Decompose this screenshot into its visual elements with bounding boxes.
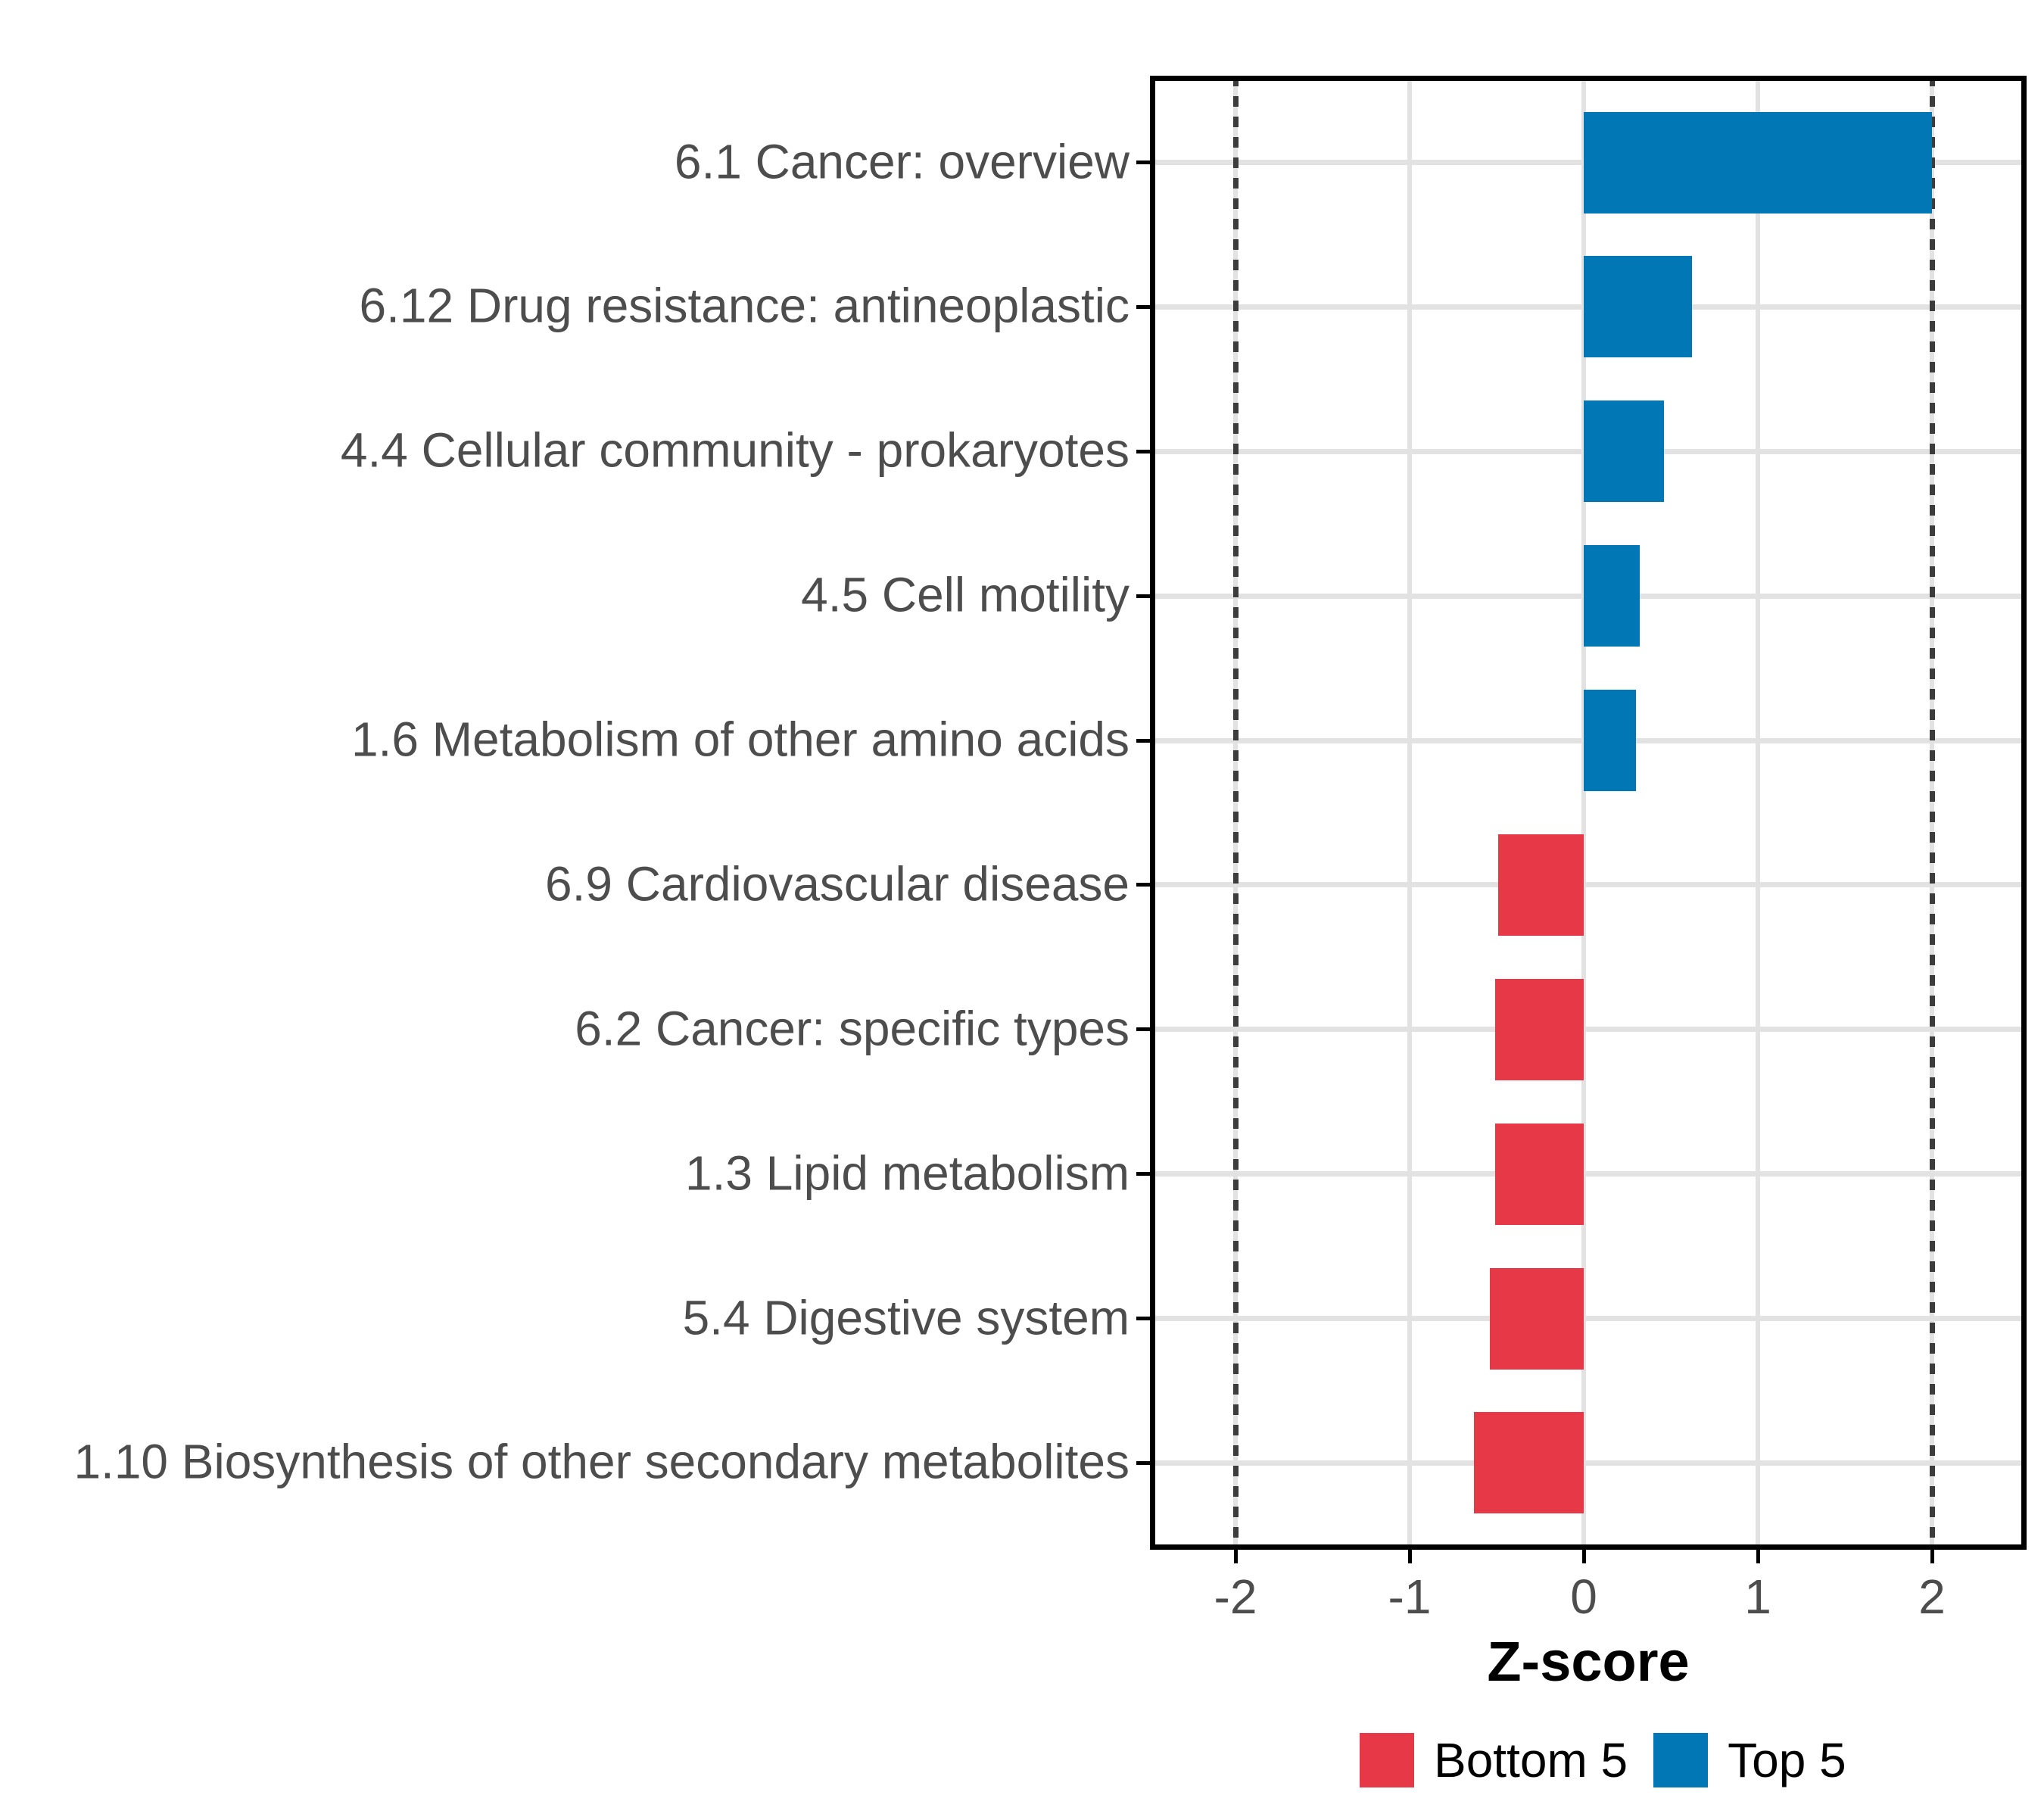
- x-tick: [1756, 1550, 1760, 1563]
- bar: [1584, 400, 1664, 503]
- y-tick: [1136, 1027, 1150, 1032]
- x-tick-label: -1: [1388, 1569, 1432, 1624]
- category-label: 6.9 Cardiovascular disease: [545, 856, 1129, 912]
- legend-label-top5: Top 5: [1728, 1733, 1846, 1787]
- bar: [1584, 111, 1932, 213]
- category-label: 1.10 Biosynthesis of other secondary met…: [73, 1434, 1129, 1489]
- x-tick: [1930, 1550, 1934, 1563]
- x-tick-label: -2: [1214, 1569, 1257, 1624]
- legend-swatch-top5: [1653, 1733, 1709, 1787]
- bar: [1584, 690, 1636, 792]
- category-label: 4.4 Cellular community - prokaryotes: [340, 422, 1129, 478]
- legend-label-bottom5: Bottom 5: [1434, 1733, 1628, 1787]
- category-label: 6.1 Cancer: overview: [674, 134, 1129, 189]
- category-label: 1.3 Lipid metabolism: [685, 1145, 1129, 1201]
- x-tick: [1407, 1550, 1412, 1563]
- x-tick-label: 2: [1918, 1569, 1946, 1624]
- category-label: 6.12 Drug resistance: antineoplastic: [359, 278, 1129, 333]
- legend: Bottom 5 Top 5: [1360, 1732, 1846, 1788]
- bar: [1584, 545, 1640, 647]
- category-label: 5.4 Digestive system: [682, 1290, 1129, 1345]
- y-tick: [1136, 449, 1150, 453]
- y-tick: [1136, 594, 1150, 598]
- y-tick: [1136, 1460, 1150, 1465]
- reference-line: [1232, 76, 1239, 1550]
- gridline-row: [1150, 882, 2027, 888]
- y-tick: [1136, 161, 1150, 165]
- gridline-row: [1150, 1027, 2027, 1033]
- y-tick: [1136, 738, 1150, 743]
- x-tick: [1233, 1550, 1238, 1563]
- reference-line: [1929, 76, 1935, 1550]
- reference-line-layer: [1150, 76, 2027, 1550]
- legend-swatch-bottom5: [1360, 1733, 1414, 1787]
- category-label: 1.6 Metabolism of other amino acids: [351, 712, 1129, 767]
- gridline-xtick: [1581, 76, 1586, 1550]
- bar: [1498, 834, 1584, 936]
- y-tick: [1136, 883, 1150, 887]
- bar-layer: [1150, 76, 2027, 1550]
- gridline-row: [1150, 1171, 2027, 1177]
- category-label: 6.2 Cancer: specific types: [575, 1001, 1129, 1056]
- x-axis-title: Z-score: [1487, 1630, 1690, 1693]
- bar: [1584, 256, 1692, 358]
- plot-panel: [1150, 76, 2027, 1550]
- gridline-row: [1150, 1316, 2027, 1322]
- x-tick-label: 0: [1570, 1569, 1597, 1624]
- category-label: 4.5 Cell motility: [801, 567, 1129, 622]
- bar: [1494, 978, 1584, 1080]
- y-tick: [1136, 1317, 1150, 1321]
- x-tick: [1581, 1550, 1586, 1563]
- bar: [1474, 1412, 1584, 1514]
- bar: [1494, 1123, 1584, 1225]
- gridline-row: [1150, 1460, 2027, 1466]
- gridline-xtick: [1407, 76, 1412, 1550]
- x-tick-label: 1: [1744, 1569, 1771, 1624]
- gridline-xtick: [1756, 76, 1760, 1550]
- y-tick: [1136, 304, 1150, 309]
- bar: [1489, 1267, 1584, 1370]
- y-tick: [1136, 1172, 1150, 1177]
